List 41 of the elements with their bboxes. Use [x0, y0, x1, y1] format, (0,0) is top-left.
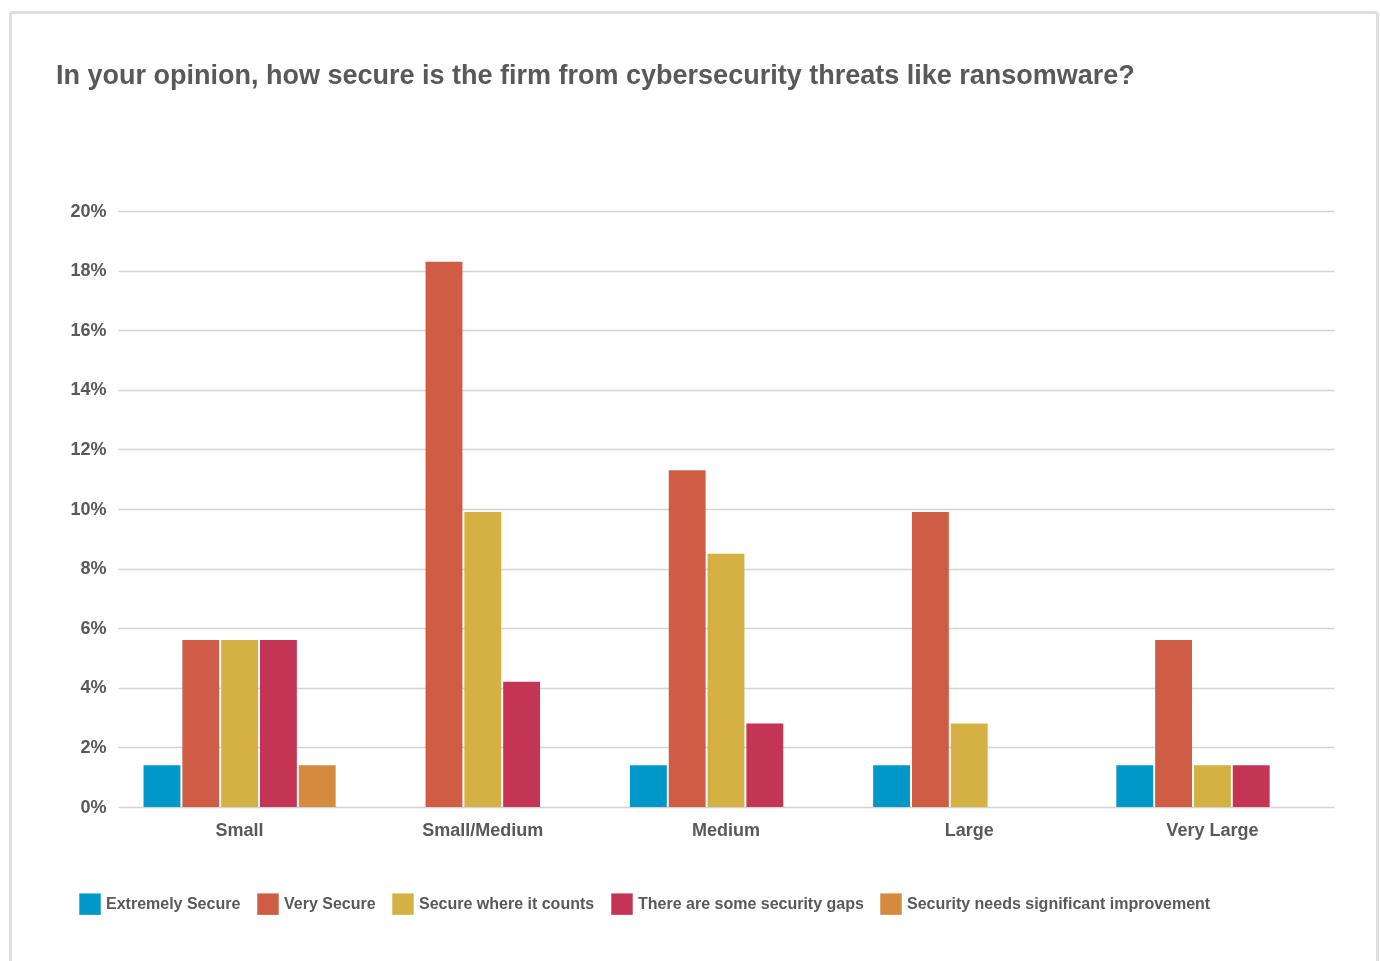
y-tick-label: 6%: [80, 617, 107, 638]
x-tick-label: Small: [215, 819, 264, 840]
legend-label: Very Secure: [284, 895, 376, 913]
y-tick-label: 14%: [70, 379, 107, 400]
y-tick-label: 18%: [70, 260, 107, 281]
y-tick-label: 2%: [80, 736, 107, 757]
bar: [911, 511, 949, 807]
bar: [629, 765, 667, 807]
y-tick-label: 4%: [80, 677, 107, 698]
legend-label: Extremely Secure: [106, 895, 241, 913]
y-tick-label: 0%: [80, 796, 107, 817]
bar: [746, 723, 784, 807]
bar: [1155, 640, 1193, 807]
bar: [503, 681, 541, 807]
bar: [668, 470, 706, 807]
y-tick-label: 10%: [70, 498, 107, 519]
y-tick-label: 8%: [80, 558, 107, 579]
bar: [873, 765, 911, 807]
y-tick-label: 12%: [70, 438, 107, 459]
bar: [259, 640, 297, 807]
x-tick-label: Large: [944, 819, 994, 840]
legend-label: Security needs significant improvement: [907, 895, 1211, 913]
bar: [221, 640, 259, 807]
bar: [182, 640, 220, 807]
bar: [464, 511, 502, 807]
bar: [425, 261, 463, 807]
bar: [143, 765, 181, 807]
legend-label: Secure where it counts: [419, 895, 595, 913]
x-tick-label: Medium: [691, 819, 761, 840]
bar: [1116, 765, 1154, 807]
y-tick-label: 16%: [70, 319, 107, 340]
bar: [298, 765, 336, 807]
y-tick-label: 20%: [70, 200, 107, 221]
bar: [950, 723, 988, 807]
bar: [707, 553, 745, 807]
bar: [1193, 765, 1231, 807]
bar: [1232, 765, 1270, 807]
legend-label: There are some security gaps: [638, 895, 864, 913]
chart-title: In your opinion, how secure is the firm from cybersecurity threats like ransomware?: [56, 60, 1135, 90]
x-tick-label: Small/Medium: [422, 819, 544, 840]
x-tick-label: Very Large: [1166, 819, 1259, 840]
